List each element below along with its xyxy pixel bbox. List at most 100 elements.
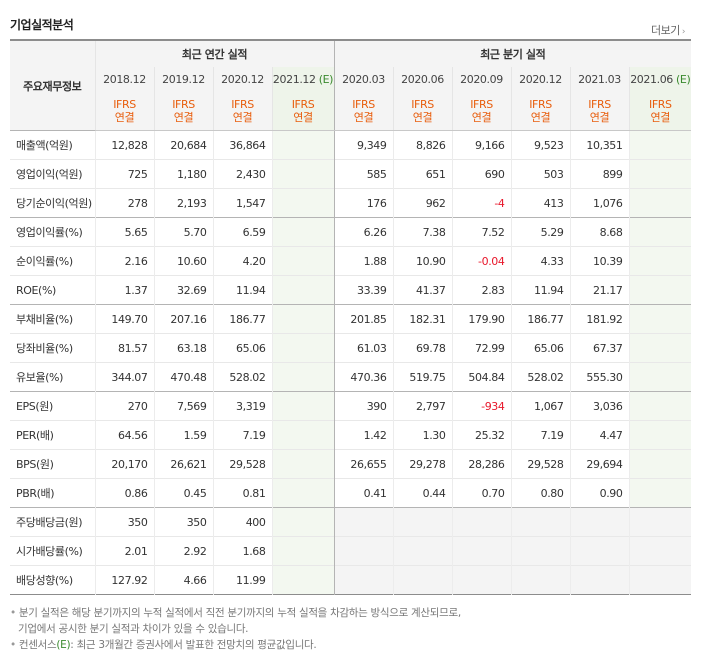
metric-label: 영업이익(억원) xyxy=(10,159,95,189)
quarter-value xyxy=(392,536,452,566)
quarter-value: 25.32 xyxy=(451,420,511,450)
quarter-value xyxy=(628,507,692,537)
quarter-value: 176 xyxy=(333,188,393,218)
annual-value: 65.06 xyxy=(212,333,272,363)
metric-label: 주당배당금(원) xyxy=(10,507,95,537)
annual-value: 11.94 xyxy=(212,275,272,305)
metric-label: 유보율(%) xyxy=(10,362,95,392)
metric-label: 매출액(억원) xyxy=(10,130,95,160)
quarter-value xyxy=(628,478,692,508)
quarter-value: 4.33 xyxy=(510,246,570,276)
table-row: PBR(배) 0.86 0.45 0.81 0.41 0.44 0.70 0.80 0.90 xyxy=(10,478,692,508)
metric-label: 당기순이익(억원) xyxy=(10,188,95,218)
annual-value: 20,684 xyxy=(153,130,213,160)
quarter-group-header: 최근 분기 실적 xyxy=(333,40,692,67)
quarter-value: -0.04 xyxy=(451,246,511,276)
quarter-value: 181.92 xyxy=(569,304,629,334)
ifrs-label: IFRS 연결 xyxy=(510,92,570,131)
quarter-value: 503 xyxy=(510,159,570,189)
quarter-value: 899 xyxy=(569,159,629,189)
table-row: 주당배당금(원) 350 350 400 xyxy=(10,507,692,537)
annual-value: 12,828 xyxy=(94,130,154,160)
ifrs-standard: IFRS xyxy=(411,98,434,111)
metric-label: 당좌비율(%) xyxy=(10,333,95,363)
financial-table: 주요재무정보 최근 연간 실적 최근 분기 실적 2018.12 2019.12 2… xyxy=(10,39,692,595)
quarter-value: 179.90 xyxy=(451,304,511,334)
annual-value xyxy=(271,304,334,334)
annual-value xyxy=(271,217,334,247)
quarter-value xyxy=(510,507,570,537)
annual-value: 3,319 xyxy=(212,391,272,421)
quarter-value xyxy=(451,536,511,566)
metric-label: ROE(%) xyxy=(10,275,95,305)
quarter-value: 9,523 xyxy=(510,130,570,160)
annual-value: 270 xyxy=(94,391,154,421)
quarter-value: 962 xyxy=(392,188,452,218)
annual-value: 11.99 xyxy=(212,565,272,595)
ifrs-standard: IFRS xyxy=(470,98,493,111)
annual-value: 1,547 xyxy=(212,188,272,218)
annual-value xyxy=(271,478,334,508)
metric-label: 영업이익률(%) xyxy=(10,217,95,247)
quarter-value: 9,349 xyxy=(333,130,393,160)
quarter-value: 29,694 xyxy=(569,449,629,479)
more-label: 더보기 xyxy=(651,24,680,37)
annual-value xyxy=(271,275,334,305)
quarter-value: 0.90 xyxy=(569,478,629,508)
table-row: 영업이익률(%) 5.65 5.70 6.59 6.26 7.38 7.52 5.29 8.68 xyxy=(10,217,692,247)
quarter-value xyxy=(510,536,570,566)
ifrs-standard: IFRS xyxy=(588,98,611,111)
annual-value: 344.07 xyxy=(94,362,154,392)
metric-label: BPS(원) xyxy=(10,449,95,479)
period-label: 2021.12 xyxy=(272,73,316,86)
table-row: 시가배당률(%) 2.01 2.92 1.68 xyxy=(10,536,692,566)
ifrs-standard: IFRS xyxy=(529,98,552,111)
quarter-value xyxy=(510,565,570,595)
ifrs-label: IFRS 연결 xyxy=(392,92,452,131)
table-row: 유보율(%) 344.07 470.48 528.02 470.36 519.75 504.… xyxy=(10,362,692,392)
quarter-value: 2,797 xyxy=(392,391,452,421)
quarter-value: 8,826 xyxy=(392,130,452,160)
period-label: 2020.06 xyxy=(401,73,444,86)
annual-value: 81.57 xyxy=(94,333,154,363)
ifrs-label: IFRS 연결 xyxy=(451,92,511,131)
consolidated-label: 연결 xyxy=(530,111,551,124)
consolidated-label: 연결 xyxy=(293,111,313,124)
quarter-value xyxy=(628,391,692,421)
quarter-value: 29,278 xyxy=(392,449,452,479)
table-row: PER(배) 64.56 1.59 7.19 1.42 1.30 25.32 7.19 4.47 xyxy=(10,420,692,450)
quarter-value: 65.06 xyxy=(510,333,570,363)
quarter-value: 21.17 xyxy=(569,275,629,305)
quarter-value: 519.75 xyxy=(392,362,452,392)
annual-value: 1,180 xyxy=(153,159,213,189)
quarter-value: 390 xyxy=(333,391,393,421)
annual-value: 0.81 xyxy=(212,478,272,508)
annual-value xyxy=(271,246,334,276)
footnotes: • 분기 실적은 해당 분기까지의 누적 실적에서 직전 분기까지의 누적 실적을… xyxy=(10,605,461,653)
quarter-value: 0.44 xyxy=(392,478,452,508)
ifrs-label: IFRS 연결 xyxy=(153,92,213,131)
table-row: 매출액(억원) 12,828 20,684 36,864 9,349 8,826 9,166… xyxy=(10,130,692,160)
quarter-value xyxy=(451,507,511,537)
quarter-value: 1,076 xyxy=(569,188,629,218)
quarter-value: 2.83 xyxy=(451,275,511,305)
metric-label: 부채비율(%) xyxy=(10,304,95,334)
quarter-value: 9,166 xyxy=(451,130,511,160)
annual-value: 0.86 xyxy=(94,478,154,508)
annual-value: 7.19 xyxy=(212,420,272,450)
quarter-value xyxy=(569,536,629,566)
period-header: 2020.12 xyxy=(212,67,272,92)
quarter-value: 470.36 xyxy=(333,362,393,392)
quarter-value: 28,286 xyxy=(451,449,511,479)
more-link[interactable]: 더보기 › xyxy=(651,22,686,38)
quarter-value: 182.31 xyxy=(392,304,452,334)
table-row: 당기순이익(억원) 278 2,193 1,547 176 962 -4 413 1,076 xyxy=(10,188,692,218)
period-header: 2020.06 xyxy=(392,67,452,92)
annual-value xyxy=(271,188,334,218)
annual-value: 0.45 xyxy=(153,478,213,508)
annual-value: 470.48 xyxy=(153,362,213,392)
quarter-value: 0.41 xyxy=(333,478,393,508)
table-row: ROE(%) 1.37 32.69 11.94 33.39 41.37 2.83 11.94 2… xyxy=(10,275,692,305)
metric-label: 시가배당률(%) xyxy=(10,536,95,566)
quarter-value xyxy=(628,275,692,305)
